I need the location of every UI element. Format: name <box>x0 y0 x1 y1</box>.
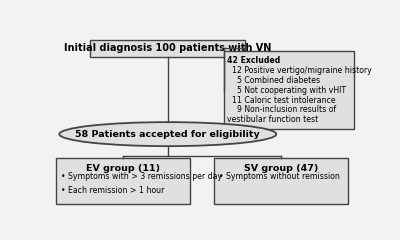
Text: 58 Patients accepted for eligibility: 58 Patients accepted for eligibility <box>76 130 260 139</box>
Text: vestibular function test: vestibular function test <box>227 115 318 125</box>
FancyBboxPatch shape <box>224 51 354 129</box>
Text: • Symptoms without remission: • Symptoms without remission <box>219 172 340 181</box>
Text: • Symptoms with > 3 remissions per day: • Symptoms with > 3 remissions per day <box>61 172 222 181</box>
Text: • Each remission > 1 hour: • Each remission > 1 hour <box>61 186 164 195</box>
Text: Initial diagnosis 100 patients with VN: Initial diagnosis 100 patients with VN <box>64 43 272 53</box>
Text: 11 Caloric test intolerance: 11 Caloric test intolerance <box>227 96 336 104</box>
Text: 5 Combined diabetes: 5 Combined diabetes <box>227 76 320 84</box>
Text: 12 Positive vertigo/migraine history: 12 Positive vertigo/migraine history <box>227 66 372 75</box>
Text: 9 Non-inclusion results of: 9 Non-inclusion results of <box>227 106 336 114</box>
FancyBboxPatch shape <box>90 40 245 57</box>
Text: 42 Excluded: 42 Excluded <box>227 56 280 65</box>
FancyBboxPatch shape <box>56 158 190 204</box>
Text: SV group (47): SV group (47) <box>244 164 318 173</box>
Text: EV group (11): EV group (11) <box>86 164 160 173</box>
Ellipse shape <box>59 122 276 146</box>
FancyBboxPatch shape <box>214 158 348 204</box>
Text: 5 Not cooperating with vHIT: 5 Not cooperating with vHIT <box>227 85 346 95</box>
